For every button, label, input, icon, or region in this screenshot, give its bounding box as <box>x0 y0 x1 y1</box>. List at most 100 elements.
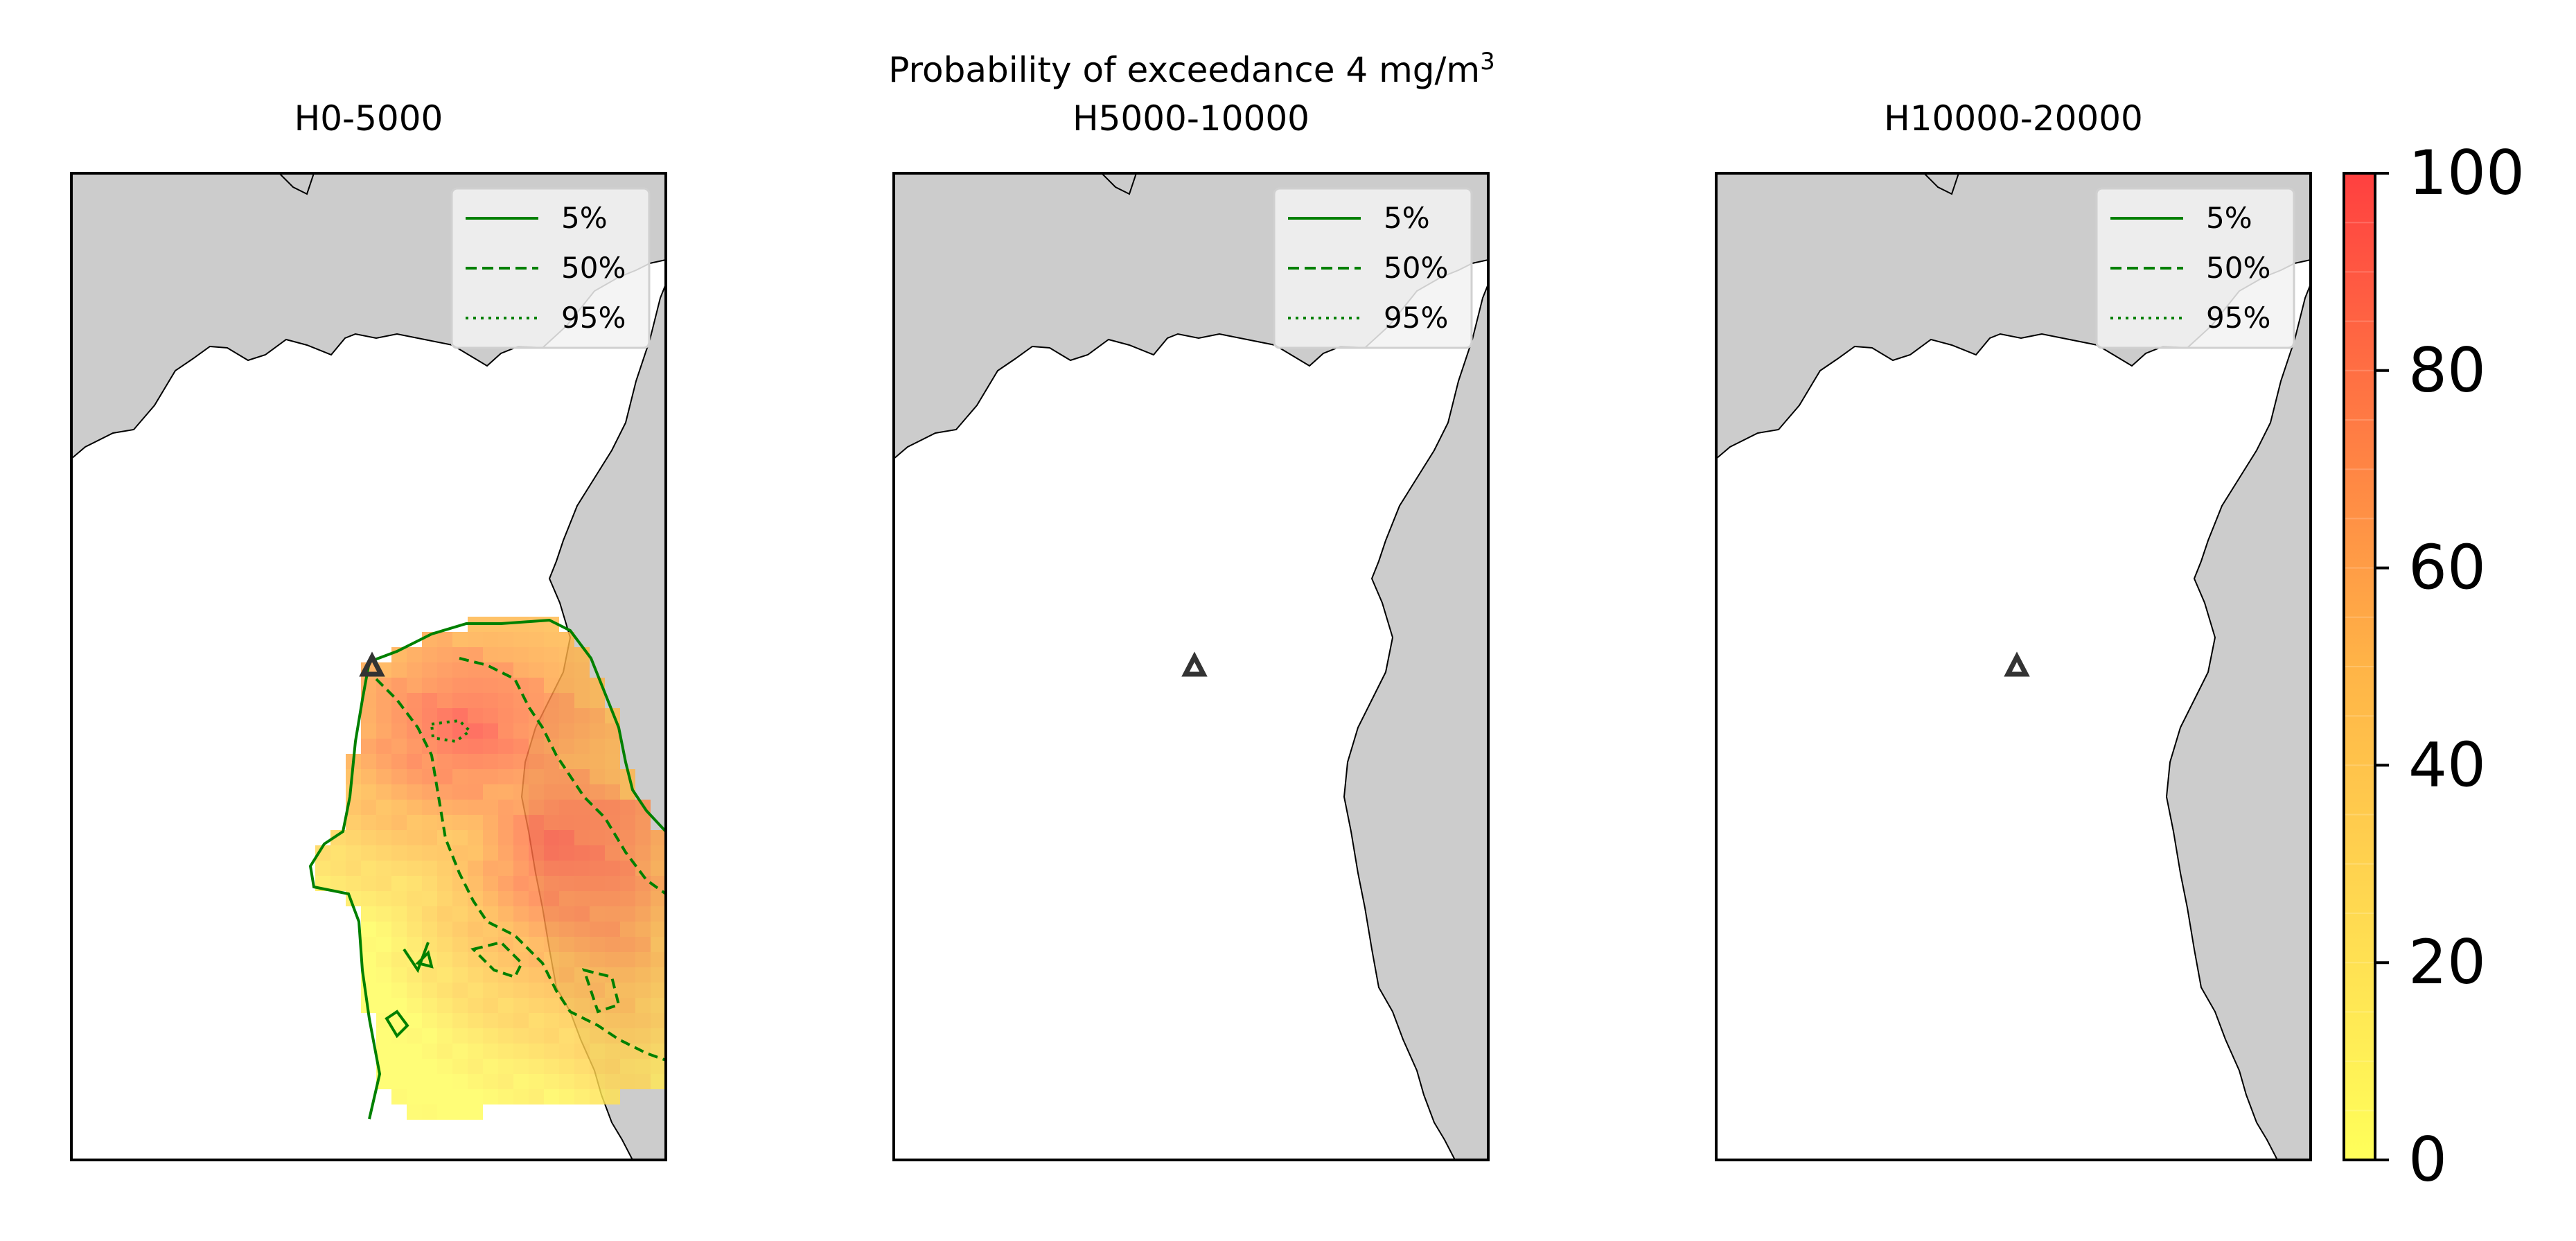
probability-cell <box>544 739 559 754</box>
probability-cell <box>422 861 437 876</box>
probability-cell <box>590 739 605 754</box>
probability-cell <box>407 922 422 937</box>
probability-cell <box>513 769 529 784</box>
probability-cell <box>422 891 437 906</box>
probability-cell <box>651 922 666 937</box>
probability-cell <box>468 861 483 876</box>
probability-cell <box>361 769 376 784</box>
probability-cell <box>559 632 574 647</box>
probability-cell <box>376 983 391 998</box>
probability-cell <box>437 922 452 937</box>
probability-cell <box>544 845 559 861</box>
probability-cell <box>590 693 605 708</box>
probability-cell <box>407 861 422 876</box>
probability-cell <box>483 998 498 1013</box>
probability-cell <box>452 769 468 784</box>
probability-cell <box>483 1013 498 1028</box>
legend-panel-3: 5% 50% 95% <box>2095 187 2295 349</box>
probability-cell <box>437 983 452 998</box>
probability-cell <box>483 815 498 830</box>
probability-cell <box>544 830 559 845</box>
probability-cell <box>468 876 483 891</box>
probability-cell <box>437 1104 452 1120</box>
probability-cell <box>452 632 468 647</box>
triangle-marker <box>359 651 385 677</box>
probability-cell <box>376 845 391 861</box>
probability-cell <box>590 1089 605 1104</box>
probability-cell <box>529 617 544 632</box>
colorbar: 0 20 40 60 80 100 <box>2343 137 2525 1195</box>
probability-cell <box>651 906 666 922</box>
probability-cell <box>468 906 483 922</box>
probability-cell <box>605 922 620 937</box>
probability-cell <box>468 967 483 983</box>
probability-cell <box>544 784 559 800</box>
probability-cell <box>422 1059 437 1074</box>
probability-cell <box>498 876 513 891</box>
probability-cell <box>544 1059 559 1074</box>
contour-5-percent <box>415 950 434 969</box>
probability-cell <box>529 1028 544 1044</box>
contour-50-percent <box>470 940 524 979</box>
probability-cell <box>544 967 559 983</box>
probability-cell <box>620 1059 635 1074</box>
probability-cell <box>605 967 620 983</box>
probability-cell <box>452 906 468 922</box>
probability-cell <box>346 861 361 876</box>
probability-cell <box>529 983 544 998</box>
probability-cell <box>605 754 620 769</box>
probability-cell <box>452 739 468 754</box>
probability-cell <box>376 861 391 876</box>
triangle-marker <box>2004 651 2030 677</box>
probability-cell <box>529 678 544 693</box>
probability-cell <box>391 1074 407 1089</box>
probability-cell <box>468 754 483 769</box>
probability-cell <box>483 845 498 861</box>
probability-cell <box>407 967 422 983</box>
probability-cell <box>330 830 346 845</box>
probability-cell <box>513 922 529 937</box>
probability-cell <box>513 815 529 830</box>
probability-cell <box>574 952 590 967</box>
probability-cell <box>590 891 605 906</box>
legend-label-50: 50% <box>2206 251 2270 285</box>
probability-cell <box>529 830 544 845</box>
probability-cell <box>422 784 437 800</box>
probability-cell <box>407 906 422 922</box>
probability-cell <box>620 1013 635 1028</box>
probability-cell <box>544 922 559 937</box>
probability-cell <box>376 693 391 708</box>
probability-cell <box>407 754 422 769</box>
probability-cell <box>498 1044 513 1059</box>
probability-cell <box>468 800 483 815</box>
probability-cell <box>391 662 407 678</box>
probability-cell <box>574 1028 590 1044</box>
probability-cell <box>529 769 544 784</box>
probability-cell <box>498 708 513 723</box>
probability-cell <box>468 769 483 784</box>
probability-cell <box>513 617 529 632</box>
probability-cell <box>407 815 422 830</box>
probability-cell <box>544 937 559 952</box>
probability-cell <box>635 1028 651 1044</box>
probability-cell <box>498 1089 513 1104</box>
probability-cell <box>361 891 376 906</box>
probability-cell <box>544 647 559 662</box>
probability-cell <box>635 983 651 998</box>
probability-cell <box>513 861 529 876</box>
probability-cell <box>529 815 544 830</box>
probability-cell <box>437 708 452 723</box>
probability-cell <box>437 769 452 784</box>
probability-cell <box>407 678 422 693</box>
probability-cell <box>513 647 529 662</box>
probability-cell <box>452 1089 468 1104</box>
probability-cell <box>407 891 422 906</box>
probability-cell <box>391 906 407 922</box>
probability-cell <box>468 983 483 998</box>
probability-cell <box>590 906 605 922</box>
probability-cell <box>574 891 590 906</box>
probability-cell <box>590 754 605 769</box>
probability-cell <box>559 769 574 784</box>
probability-cell <box>559 693 574 708</box>
probability-cell <box>468 1104 483 1120</box>
